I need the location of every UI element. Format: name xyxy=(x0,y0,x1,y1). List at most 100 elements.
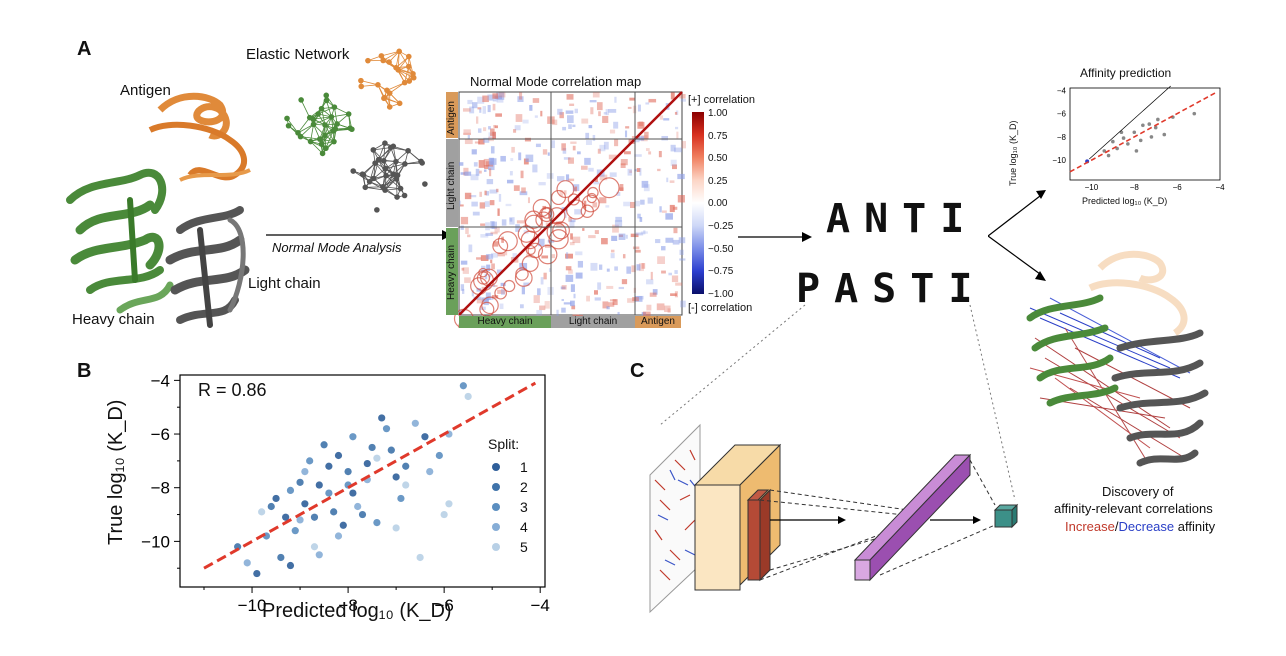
heatmap-cell xyxy=(540,207,553,219)
colorbar-tick-label: 0.25 xyxy=(708,175,728,187)
heatmap-cell xyxy=(518,152,522,161)
data-point xyxy=(286,486,295,494)
heatmap-cell xyxy=(490,259,493,264)
heatmap-cell xyxy=(500,282,506,287)
data-point xyxy=(272,494,280,503)
heatmap-cell xyxy=(479,202,486,209)
heatmap-cell xyxy=(546,221,567,242)
heatmap-cell xyxy=(605,109,610,116)
heatmap-cell xyxy=(676,131,679,139)
heatmap-cell xyxy=(478,138,485,145)
heatmap-cell xyxy=(588,235,596,239)
heatmap-cell xyxy=(487,94,494,101)
network-edge xyxy=(397,56,410,71)
heatmap-cell xyxy=(641,263,646,269)
heatmap-cell xyxy=(598,111,601,117)
data-point xyxy=(440,510,448,519)
heatmap-cell xyxy=(562,126,567,131)
correlation-map-title: Normal Mode correlation map xyxy=(470,74,642,89)
heatmap-cell xyxy=(672,164,677,170)
heatmap-cell xyxy=(570,233,573,240)
mini-y-tick-label: −8 xyxy=(1057,133,1067,142)
heatmap-cell xyxy=(485,254,494,260)
heatmap-cell xyxy=(674,270,678,274)
heatmap-cell xyxy=(673,227,678,234)
heatmap-cell xyxy=(520,170,524,179)
heatmap-cell xyxy=(640,231,648,234)
network-node xyxy=(386,104,393,110)
heatmap-cell xyxy=(641,180,649,188)
heatmap-cell xyxy=(659,115,664,120)
legend-label: 1 xyxy=(520,459,528,475)
heatmap-cell xyxy=(569,241,575,246)
network-edge xyxy=(381,50,400,57)
network-node xyxy=(297,133,304,140)
network-node xyxy=(419,160,425,166)
heatmap-cell xyxy=(484,190,487,196)
heatmap-cell xyxy=(471,149,477,155)
row-label-antigen xyxy=(446,92,458,138)
network-node xyxy=(397,185,404,192)
heatmap-cell xyxy=(535,143,541,148)
data-point xyxy=(368,443,376,452)
data-point xyxy=(315,481,323,489)
heatmap-cell xyxy=(674,147,682,153)
heatmap-cell xyxy=(584,157,591,165)
heatmap-cell xyxy=(546,173,554,179)
affinity-prediction-title: Affinity prediction xyxy=(1080,66,1172,80)
heatmap-cell xyxy=(603,141,609,150)
heatmap-cell xyxy=(532,164,538,173)
data-point xyxy=(286,561,295,570)
network-edge xyxy=(300,99,311,118)
network-node xyxy=(331,138,337,145)
heatmap-cell xyxy=(469,194,477,198)
heatmap-cell xyxy=(540,110,543,117)
data-point xyxy=(344,468,352,476)
heatmap-cell xyxy=(594,230,599,235)
network-node xyxy=(366,178,373,185)
heatmap-cell xyxy=(525,154,534,163)
heatmap-cell xyxy=(490,146,495,154)
network-node xyxy=(384,87,390,94)
network-node xyxy=(328,114,335,120)
heatmap-cell xyxy=(585,140,592,145)
heatmap-cell xyxy=(471,201,478,207)
heatmap-cell xyxy=(484,201,490,207)
heatmap-cell xyxy=(601,238,608,245)
network-node xyxy=(372,160,378,166)
data-point xyxy=(349,489,357,497)
heatmap-cell xyxy=(648,151,652,155)
heatmap-cell xyxy=(490,252,498,258)
network-edge xyxy=(317,106,335,115)
mini-x-tick-label: −10 xyxy=(1085,183,1099,192)
heatmap-cell xyxy=(570,219,576,223)
heatmap-cell xyxy=(460,172,466,175)
heatmap-cell xyxy=(460,204,464,207)
heatmap-cell xyxy=(484,165,489,170)
network-node xyxy=(380,57,386,64)
nma-label: Normal Mode Analysis xyxy=(272,240,402,255)
heatmap-cell xyxy=(493,241,499,247)
network-node xyxy=(393,158,399,165)
heatmap-cell xyxy=(486,296,494,301)
heatmap-cell xyxy=(581,194,600,213)
data-point xyxy=(334,532,343,540)
heatmap-cell xyxy=(669,180,675,183)
network-node xyxy=(405,147,411,154)
heatmap-cell xyxy=(666,177,669,183)
heatmap-cell xyxy=(491,284,496,287)
network-node xyxy=(318,141,325,147)
decrease-word: Decrease xyxy=(1118,519,1175,534)
heatmap-cell xyxy=(498,92,506,98)
elastic-network-graph xyxy=(284,48,428,213)
heatmap-cell xyxy=(460,225,464,230)
data-point xyxy=(258,508,266,516)
network-edge xyxy=(369,163,376,182)
heatmap-cell xyxy=(679,249,684,255)
heatmap-cell xyxy=(570,284,575,292)
heatmap-cell xyxy=(594,290,598,295)
heatmap-cell xyxy=(463,132,472,135)
network-node xyxy=(322,122,328,128)
data-point xyxy=(411,419,419,427)
heatmap-cell xyxy=(467,99,473,105)
